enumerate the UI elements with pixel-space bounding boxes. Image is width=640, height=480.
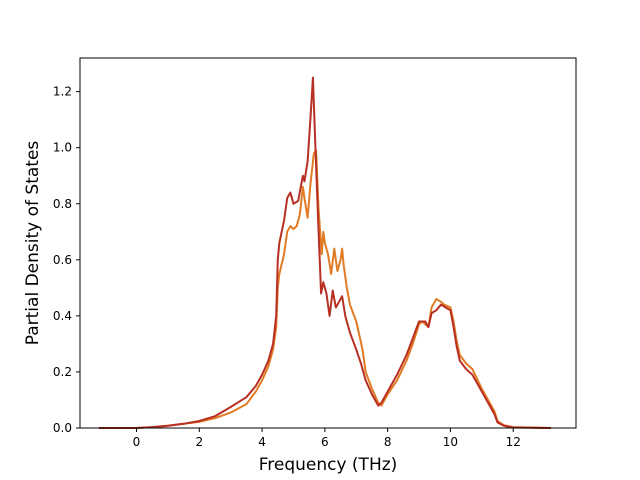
y-tick-label: 0.4 [53,309,72,323]
x-tick-label: 2 [195,435,203,449]
x-tick-label: 6 [321,435,329,449]
x-tick-label: 10 [443,435,458,449]
y-tick-label: 0.0 [53,421,72,435]
y-tick-label: 0.2 [53,365,72,379]
x-axis-label: Frequency (THz) [259,455,398,475]
x-tick-label: 12 [506,435,521,449]
x-tick-label: 0 [133,435,141,449]
y-tick-label: 1.0 [53,141,72,155]
y-axis: 0.0 0.2 0.4 0.6 0.8 1.0 1.2 [53,85,80,435]
x-tick-label: 4 [258,435,266,449]
y-tick-label: 0.6 [53,253,72,267]
plot-background [80,58,576,428]
series-group [98,76,551,429]
series-line-2 [98,76,551,429]
plot-area [79,57,577,429]
x-axis: 0 2 4 6 8 10 12 [133,428,521,449]
y-tick-label: 0.8 [53,197,72,211]
x-tick-label: 8 [384,435,392,449]
plot-frame [79,57,577,429]
y-tick-label: 1.2 [53,85,72,99]
y-axis-label: Partial Density of States [23,141,43,346]
